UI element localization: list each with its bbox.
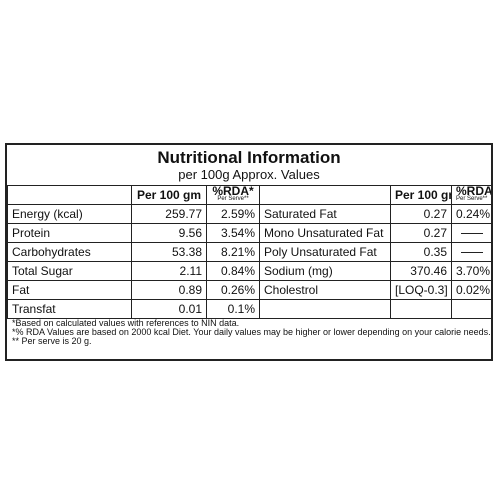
empty-cell bbox=[259, 299, 391, 319]
header-serve-label: Per Serve** bbox=[456, 196, 488, 202]
nutrient-value: 370.46 bbox=[390, 261, 452, 281]
footnote: *% RDA Values are based on 2000 kcal Die… bbox=[12, 328, 490, 337]
nutrient-rda: 3.54% bbox=[206, 223, 260, 243]
nutrient-rda-empty bbox=[451, 242, 492, 262]
nutrient-name: Mono Unsaturated Fat bbox=[259, 223, 391, 243]
nutrition-panel: Nutritional Information per 100g Approx.… bbox=[5, 143, 493, 361]
nutrient-rda: 0.84% bbox=[206, 261, 260, 281]
nutrient-name: Energy (kcal) bbox=[7, 204, 132, 224]
table-row: Carbohydrates 53.38 8.21% Poly Unsaturat… bbox=[7, 242, 492, 262]
footnote: *Based on calculated values with referen… bbox=[12, 319, 240, 328]
header-rda-label: %RDA* bbox=[456, 185, 491, 198]
nutrient-rda: 2.59% bbox=[206, 204, 260, 224]
header-rda-right: %RDA* Per Serve** bbox=[451, 185, 492, 205]
empty-cell bbox=[390, 299, 452, 319]
nutrient-rda-empty bbox=[451, 223, 492, 243]
nutrient-name: Fat bbox=[7, 280, 132, 300]
nutrient-rda: 0.02% bbox=[451, 280, 492, 300]
nutrient-value: [LOQ-0.3] bbox=[390, 280, 452, 300]
table-row: Fat 0.89 0.26% Cholestrol [LOQ-0.3] 0.02… bbox=[7, 280, 492, 300]
nutrient-value: 259.77 bbox=[131, 204, 207, 224]
panel-title: Nutritional Information bbox=[157, 148, 341, 167]
header-per100-right: Per 100 gm bbox=[390, 185, 452, 205]
header-blank-left bbox=[7, 185, 132, 205]
header-per100-left: Per 100 gm bbox=[131, 185, 207, 205]
nutrient-name: Carbohydrates bbox=[7, 242, 132, 262]
footnotes: *Based on calculated values with referen… bbox=[12, 319, 490, 346]
nutrient-rda: 0.1% bbox=[206, 299, 260, 319]
nutrient-value: 2.11 bbox=[131, 261, 207, 281]
nutrient-name: Transfat bbox=[7, 299, 132, 319]
header-rda-left: %RDA* Per Serve** bbox=[206, 185, 260, 205]
empty-cell bbox=[451, 299, 492, 319]
dash-mark bbox=[460, 233, 483, 235]
nutrient-value: 9.56 bbox=[131, 223, 207, 243]
nutrient-value: 0.89 bbox=[131, 280, 207, 300]
nutrient-rda: 3.70% bbox=[451, 261, 492, 281]
nutrient-name: Total Sugar bbox=[7, 261, 132, 281]
nutrient-name: Poly Unsaturated Fat bbox=[259, 242, 391, 262]
nutrition-table: Per 100 gm %RDA* Per Serve** Per 100 gm … bbox=[7, 185, 492, 319]
nutrient-value: 0.35 bbox=[390, 242, 452, 262]
nutrient-value: 0.27 bbox=[390, 204, 452, 224]
nutrient-rda: 8.21% bbox=[206, 242, 260, 262]
header-rda-label: %RDA* bbox=[212, 185, 254, 198]
nutrient-rda: 0.24% bbox=[451, 204, 492, 224]
nutrient-name: Sodium (mg) bbox=[259, 261, 391, 281]
table-row: Transfat 0.01 0.1% bbox=[7, 299, 492, 319]
table-row: Protein 9.56 3.54% Mono Unsaturated Fat … bbox=[7, 223, 492, 243]
table-header-row: Per 100 gm %RDA* Per Serve** Per 100 gm … bbox=[7, 185, 492, 205]
dash-mark bbox=[460, 252, 483, 254]
nutrient-rda: 0.26% bbox=[206, 280, 260, 300]
table-row: Energy (kcal) 259.77 2.59% Saturated Fat… bbox=[7, 204, 492, 224]
table-row: Total Sugar 2.11 0.84% Sodium (mg) 370.4… bbox=[7, 261, 492, 281]
footnote: ** Per serve is 20 g. bbox=[12, 337, 92, 346]
nutrient-value: 0.27 bbox=[390, 223, 452, 243]
panel-subtitle: per 100g Approx. Values bbox=[178, 167, 320, 182]
nutrient-value: 53.38 bbox=[131, 242, 207, 262]
nutrient-name: Protein bbox=[7, 223, 132, 243]
nutrient-name: Saturated Fat bbox=[259, 204, 391, 224]
nutrient-value: 0.01 bbox=[131, 299, 207, 319]
header-serve-label: Per Serve** bbox=[217, 196, 249, 202]
header-blank-right bbox=[259, 185, 391, 205]
nutrient-name: Cholestrol bbox=[259, 280, 391, 300]
